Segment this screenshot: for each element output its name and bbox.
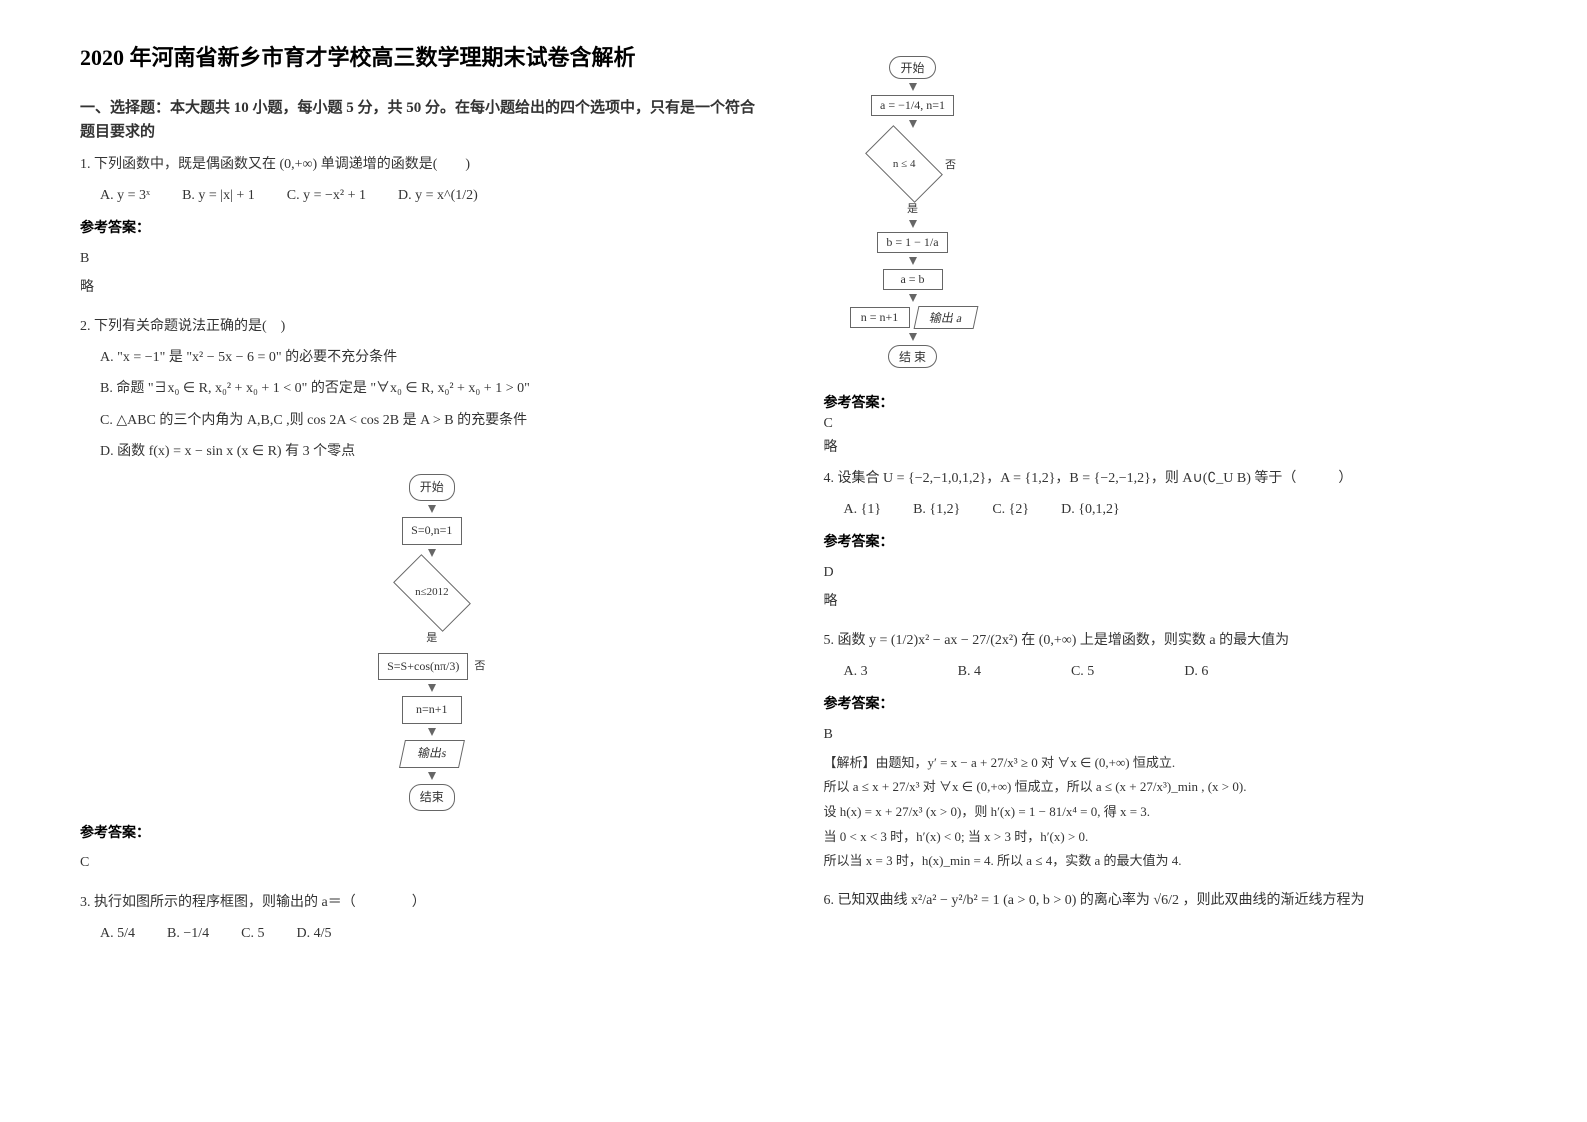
q1-opt-a: A. y = 3ˣ	[100, 183, 150, 208]
flow-no-label: 否	[945, 156, 956, 172]
flow-start: 开始	[889, 56, 935, 79]
q2-opt-d: D. 函数 f(x) = x − sin x (x ∈ R) 有 3 个零点	[100, 439, 764, 464]
q5-opt-c: C. 5	[1071, 659, 1094, 684]
question-2: 2. 下列有关命题说法正确的是( ) A. "x = −1" 是 "x² − 5…	[80, 314, 764, 876]
arrow-icon	[909, 294, 917, 302]
flow-end: 结 束	[888, 345, 937, 368]
q3-answer: C	[824, 416, 1508, 432]
flow-init: S=0,n=1	[402, 517, 462, 545]
question-1: 1. 下列函数中，既是偶函数又在 (0,+∞) 单调递增的函数是( ) A. y…	[80, 152, 764, 300]
q2-opt-a: A. "x = −1" 是 "x² − 5x − 6 = 0" 的必要不充分条件	[100, 345, 764, 370]
q4-opt-a: A. {1}	[844, 497, 882, 522]
q3-opt-d: D. 4/5	[296, 921, 331, 946]
q2-answer-label: 参考答案：	[80, 821, 764, 846]
q5-text: 5. 函数 y = (1/2)x² − ax − 27/(2x²) 在 (0,+…	[824, 628, 1508, 653]
arrow-icon	[909, 220, 917, 228]
q2-flowchart: 开始 S=0,n=1 n≤2012 是 S=S+cos(nπ/3) 否	[100, 474, 764, 811]
q5-sol-line5: 所以当 x = 3 时，h(x)_min = 4. 所以 a ≤ 4，实数 a …	[824, 849, 1508, 874]
q1-text: 1. 下列函数中，既是偶函数又在 (0,+∞) 单调递增的函数是( )	[80, 152, 764, 177]
flow-no-label: 否	[474, 657, 485, 677]
q5-opt-a: A. 3	[844, 659, 868, 684]
q4-answer: D	[824, 560, 1508, 585]
q4-options: A. {1} B. {1,2} C. {2} D. {0,1,2}	[844, 497, 1508, 522]
q3-opt-a: A. 5/4	[100, 921, 135, 946]
q1-opt-c: C. y = −x² + 1	[287, 183, 366, 208]
q3-brief: 略	[824, 436, 1508, 456]
q3-answer-label: 参考答案：	[824, 392, 1508, 412]
question-6: 6. 已知双曲线 x²/a² − y²/b² = 1 (a > 0, b > 0…	[824, 888, 1508, 913]
arrow-icon	[909, 83, 917, 91]
arrow-icon	[428, 684, 436, 692]
doc-title: 2020 年河南省新乡市育才学校高三数学理期末试卷含解析	[80, 40, 764, 72]
q5-options: A. 3 B. 4 C. 5 D. 6	[844, 659, 1508, 684]
flow-step1: b = 1 − 1/a	[877, 232, 947, 253]
flow-end: 结束	[409, 784, 455, 812]
q5-opt-d: D. 6	[1184, 659, 1208, 684]
q4-answer-label: 参考答案：	[824, 530, 1508, 555]
q1-brief: 略	[80, 275, 764, 300]
flow-yes-label: 是	[426, 629, 437, 649]
flow-step2: a = b	[883, 269, 943, 290]
q4-text: 4. 设集合 U = {−2,−1,0,1,2}，A = {1,2}，B = {…	[824, 466, 1508, 491]
q2-opt-c: C. △ABC 的三个内角为 A,B,C ,则 cos 2A < cos 2B …	[100, 408, 764, 433]
flow-step2: n=n+1	[402, 696, 462, 724]
q5-answer-label: 参考答案：	[824, 692, 1508, 717]
q1-answer-label: 参考答案：	[80, 216, 764, 241]
arrow-icon	[428, 505, 436, 513]
q2-options: A. "x = −1" 是 "x² − 5x − 6 = 0" 的必要不充分条件…	[100, 345, 764, 464]
q1-opt-d: D. y = x^(1/2)	[398, 183, 478, 208]
question-4: 4. 设集合 U = {−2,−1,0,1,2}，A = {1,2}，B = {…	[824, 466, 1508, 614]
flow-init: a = −1/4, n=1	[871, 95, 954, 116]
q1-answer: B	[80, 246, 764, 271]
flow-output: 输出s	[399, 740, 465, 768]
section-heading: 一、选择题：本大题共 10 小题，每小题 5 分，共 50 分。在每小题给出的四…	[80, 96, 764, 144]
q5-solution: 【解析】由题知，y′ = x − a + 27/x³ ≥ 0 对 ∀x ∈ (0…	[824, 751, 1508, 874]
arrow-icon	[909, 120, 917, 128]
flow-condition: n ≤ 4	[865, 125, 943, 203]
flow-yes-label: 是	[907, 200, 918, 216]
arrow-icon	[428, 549, 436, 557]
q2-text: 2. 下列有关命题说法正确的是( )	[80, 314, 764, 339]
q4-brief: 略	[824, 589, 1508, 614]
q6-text: 6. 已知双曲线 x²/a² − y²/b² = 1 (a > 0, b > 0…	[824, 888, 1508, 913]
q1-options: A. y = 3ˣ B. y = |x| + 1 C. y = −x² + 1 …	[100, 183, 764, 208]
q5-sol-line4: 当 0 < x < 3 时，h′(x) < 0; 当 x > 3 时，h′(x)…	[824, 825, 1508, 850]
q2-opt-b: B. 命题 "∃x₀ ∈ R, x₀² + x₀ + 1 < 0" 的否定是 "…	[100, 376, 764, 401]
flow-step3: n = n+1	[850, 307, 910, 328]
q4-opt-b: B. {1,2}	[913, 497, 960, 522]
flow-start: 开始	[409, 474, 455, 502]
q5-sol-line1: 【解析】由题知，y′ = x − a + 27/x³ ≥ 0 对 ∀x ∈ (0…	[824, 751, 1508, 776]
q5-opt-b: B. 4	[958, 659, 981, 684]
q5-answer: B	[824, 722, 1508, 747]
q3-flowchart: 开始 a = −1/4, n=1 n ≤ 4 否 是 b = 1 − 1/a a…	[844, 50, 982, 374]
question-5: 5. 函数 y = (1/2)x² − ax − 27/(2x²) 在 (0,+…	[824, 628, 1508, 874]
q5-sol-line2: 所以 a ≤ x + 27/x³ 对 ∀x ∈ (0,+∞) 恒成立，所以 a …	[824, 775, 1508, 800]
q1-opt-b: B. y = |x| + 1	[182, 183, 255, 208]
q4-opt-c: C. {2}	[992, 497, 1029, 522]
arrow-icon	[428, 728, 436, 736]
q3-opt-c: C. 5	[241, 921, 264, 946]
q3-options: A. 5/4 B. −1/4 C. 5 D. 4/5	[100, 921, 764, 946]
flow-condition: n≤2012	[393, 554, 471, 632]
q3-text: 3. 执行如图所示的程序框图，则输出的 a＝（ ）	[80, 890, 764, 915]
arrow-icon	[909, 333, 917, 341]
arrow-icon	[428, 772, 436, 780]
q4-opt-d: D. {0,1,2}	[1061, 497, 1120, 522]
q2-answer: C	[80, 850, 764, 875]
q5-sol-line3: 设 h(x) = x + 27/x³ (x > 0)，则 h′(x) = 1 −…	[824, 800, 1508, 825]
flow-output: 输出 a	[913, 306, 978, 329]
flow-step1: S=S+cos(nπ/3)	[378, 653, 468, 681]
arrow-icon	[909, 257, 917, 265]
q3-opt-b: B. −1/4	[167, 921, 209, 946]
question-3: 3. 执行如图所示的程序框图，则输出的 a＝（ ） A. 5/4 B. −1/4…	[80, 890, 764, 946]
